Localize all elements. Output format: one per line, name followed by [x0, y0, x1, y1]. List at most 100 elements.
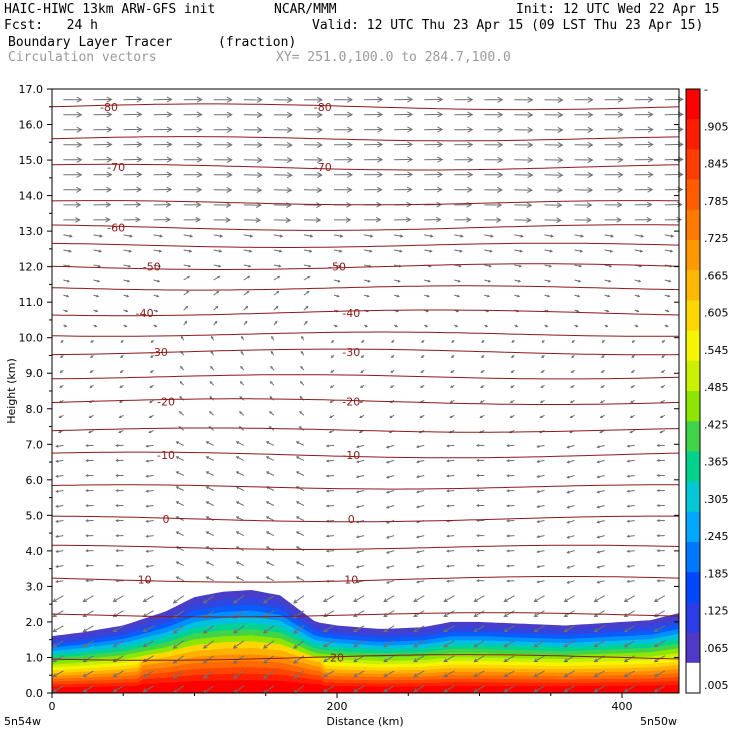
vector-head [355, 550, 360, 554]
vector-head [60, 355, 63, 359]
vector-head [75, 217, 81, 223]
circulation-vector-468 [240, 350, 245, 356]
circulation-vector-730 [544, 172, 564, 179]
circulation-vector-656 [213, 217, 232, 223]
contour-line [51, 103, 680, 111]
circulation-vector-543 [604, 309, 610, 313]
vector-head [277, 275, 281, 279]
vector-head [385, 490, 390, 494]
vector-shaft [203, 685, 214, 694]
circulation-vector-771 [514, 141, 534, 149]
vector-head [295, 456, 300, 460]
vector-head [322, 613, 328, 618]
circulation-vector-174 [235, 561, 245, 567]
vector-shaft [416, 565, 425, 568]
vector-head [115, 564, 119, 568]
circulation-vector-704 [394, 186, 413, 193]
circulation-vector-494 [391, 339, 395, 344]
vector-head [240, 350, 244, 354]
vector-head [467, 141, 474, 148]
cross-section-endpoints: XY= 251.0,100.0 to 284.7,100.0 [276, 50, 511, 65]
vector-shaft [627, 505, 635, 507]
circulation-vector-144 [593, 595, 605, 603]
vector-shaft [206, 576, 214, 582]
vector-head [503, 673, 508, 678]
vector-head [506, 504, 510, 508]
circulation-vector-227 [566, 535, 575, 539]
vector-head [316, 156, 323, 163]
vector-head [446, 474, 450, 478]
vector-shaft [236, 561, 245, 567]
vector-head [205, 576, 210, 580]
circulation-vector-665 [484, 217, 502, 223]
circulation-vector-591 [153, 264, 162, 268]
vector-head [295, 531, 300, 535]
vector-head [647, 156, 654, 163]
vector-head [353, 658, 358, 663]
circulation-vector-325 [355, 459, 365, 464]
vector-head [509, 400, 513, 404]
vector-shaft [273, 249, 282, 252]
circulation-vector-830 [394, 96, 414, 103]
contour--10: -10 -10 [51, 449, 680, 462]
circulation-vector-343 [265, 441, 275, 446]
vector-head [406, 186, 413, 193]
circulation-vector-223 [446, 534, 455, 538]
vector-head [366, 294, 370, 298]
vector-head [295, 516, 300, 520]
circulation-vector-754 [634, 156, 654, 163]
circulation-vector-822 [153, 96, 173, 103]
circulation-vector-788 [394, 126, 414, 133]
vector-head [385, 565, 390, 569]
vector-head [232, 614, 238, 619]
colorbar-swatch [686, 511, 700, 543]
circulation-vector-674 [123, 201, 142, 208]
vector-head [196, 96, 203, 103]
circulation-vector-571 [183, 275, 191, 281]
vector-head [415, 505, 420, 509]
vector-shaft [113, 595, 124, 602]
circulation-vector-23 [112, 670, 124, 678]
circulation-vector-821 [123, 96, 143, 103]
circulation-vector-820 [93, 96, 113, 103]
circulation-vector-30 [322, 670, 335, 678]
circulation-vector-742 [273, 156, 293, 164]
vector-head [293, 599, 298, 604]
vector-head [235, 456, 240, 460]
vector-shaft [537, 535, 545, 538]
circulation-vector-356 [656, 443, 665, 447]
vector-head [239, 410, 242, 414]
circulation-vector-637 [273, 234, 284, 238]
vector-head [443, 688, 448, 693]
vector-shaft [537, 490, 545, 493]
vector-shaft [53, 670, 64, 678]
contour-line-minor [51, 242, 680, 248]
vector-head [617, 141, 624, 148]
vector-shaft [664, 234, 674, 237]
vector-head [136, 96, 143, 103]
circulation-vector-89 [202, 625, 214, 634]
colorbar-swatch [686, 602, 700, 634]
contour-label: -70 [314, 161, 332, 174]
circulation-vector-377 [659, 429, 666, 434]
y-axis-title: Height (km) [5, 358, 18, 424]
circulation-vector-329 [476, 458, 485, 462]
circulation-vector-382 [178, 410, 185, 416]
vector-head [446, 489, 450, 493]
vector-head [653, 688, 659, 693]
circulation-vector-626 [574, 249, 584, 253]
circulation-vector-130 [172, 595, 184, 604]
circulation-vector-296 [115, 474, 124, 478]
circulation-vector-310 [536, 475, 545, 478]
vector-head [497, 111, 504, 118]
colorbar-label: .185 [704, 567, 729, 580]
vector-head [262, 614, 268, 619]
y-tick-label: 17.0 [19, 83, 44, 96]
vector-shaft [597, 550, 605, 553]
contour-line-minor [51, 200, 680, 206]
vector-shaft [176, 531, 184, 537]
circulation-vector-651 [63, 217, 81, 223]
vector-shaft [624, 610, 635, 617]
vector-head [66, 294, 70, 298]
vector-shaft [386, 580, 395, 584]
